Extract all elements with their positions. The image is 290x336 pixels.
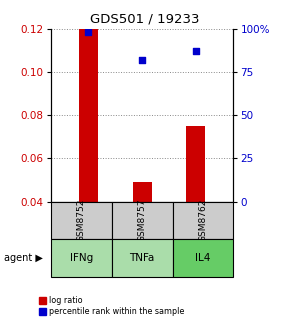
Text: agent ▶: agent ▶ xyxy=(4,253,43,263)
FancyBboxPatch shape xyxy=(173,239,233,277)
Text: GSM8762: GSM8762 xyxy=(198,199,208,242)
FancyBboxPatch shape xyxy=(173,202,233,239)
Text: GDS501 / 19233: GDS501 / 19233 xyxy=(90,13,200,26)
Text: IFNg: IFNg xyxy=(70,253,93,263)
Text: IL4: IL4 xyxy=(195,253,211,263)
Bar xyxy=(79,29,98,202)
Point xyxy=(86,29,91,35)
FancyBboxPatch shape xyxy=(112,239,173,277)
Point xyxy=(140,57,144,62)
FancyBboxPatch shape xyxy=(112,202,173,239)
FancyBboxPatch shape xyxy=(51,239,112,277)
Bar xyxy=(133,182,151,202)
Bar xyxy=(186,126,205,202)
FancyBboxPatch shape xyxy=(51,202,112,239)
Text: GSM8757: GSM8757 xyxy=(137,199,147,242)
Text: TNFa: TNFa xyxy=(129,253,155,263)
Legend: log ratio, percentile rank within the sample: log ratio, percentile rank within the sa… xyxy=(39,296,185,317)
Point xyxy=(193,48,198,54)
Text: GSM8752: GSM8752 xyxy=(77,199,86,242)
